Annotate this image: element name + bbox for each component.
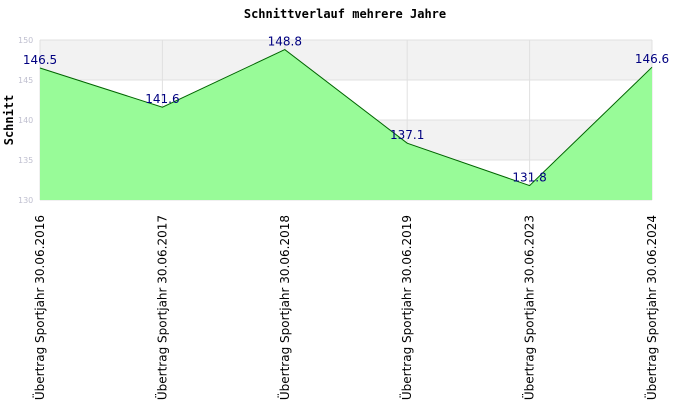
y-tick-label: 135 bbox=[18, 156, 33, 165]
y-tick-label: 140 bbox=[18, 116, 33, 125]
x-tick-label: Übertrag Sportjahr 30.06.2016 bbox=[31, 215, 47, 400]
y-tick-label: 150 bbox=[18, 36, 33, 45]
plot-band bbox=[40, 40, 652, 80]
y-tick-labels: 130 135 140 145 150 bbox=[18, 36, 33, 205]
y-tick-label: 130 bbox=[18, 196, 33, 205]
data-labels: 146.5 141.6 148.8 137.1 131.8 146.6 bbox=[23, 35, 669, 185]
x-tick-label: Übertrag Sportjahr 30.06.2024 bbox=[643, 215, 659, 400]
series-area bbox=[40, 49, 652, 200]
data-label: 131.8 bbox=[512, 171, 546, 185]
y-tick-label: 145 bbox=[18, 76, 33, 85]
chart-title: Schnittverlauf mehrere Jahre bbox=[244, 7, 446, 21]
x-tick-label: Übertrag Sportjahr 30.06.2017 bbox=[153, 215, 169, 400]
data-label: 148.8 bbox=[268, 35, 302, 49]
x-tick-label: Übertrag Sportjahr 30.06.2018 bbox=[276, 215, 292, 400]
data-label: 146.6 bbox=[635, 52, 669, 66]
data-label: 141.6 bbox=[145, 92, 179, 106]
series-line bbox=[39, 49, 653, 187]
data-label: 137.1 bbox=[390, 128, 424, 142]
x-tick-label: Übertrag Sportjahr 30.06.2023 bbox=[521, 215, 537, 400]
data-label: 146.5 bbox=[23, 53, 57, 67]
x-tick-labels: Übertrag Sportjahr 30.06.2016 Übertrag Sp… bbox=[31, 215, 659, 400]
x-tick-label: Übertrag Sportjahr 30.06.2019 bbox=[398, 215, 414, 400]
y-axis-label: Schnitt bbox=[2, 95, 16, 146]
